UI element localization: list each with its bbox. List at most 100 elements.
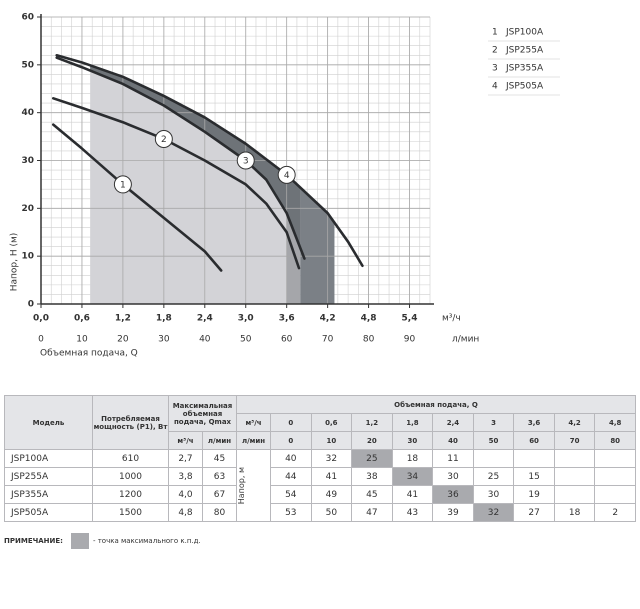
header-cell: м³/ч	[236, 413, 272, 432]
table-row: JSP355A 1200 4,0 67 54 49 45 41 36 30 19	[4, 485, 636, 504]
model-cell: JSP100A	[4, 449, 93, 468]
x-axis-label: Объемная подача, Q	[40, 349, 138, 359]
head-cell: 30	[472, 485, 515, 504]
note: ПРИМЕЧАНИЕ: - точка максимального к.п.д.	[4, 533, 201, 549]
legend-tag: 1	[492, 28, 498, 38]
head-cell: 30	[432, 467, 474, 486]
head-cell: 41	[310, 467, 353, 486]
header-cell: 0	[270, 413, 312, 432]
curve	[51, 123, 223, 272]
head-cell: 32	[310, 449, 353, 468]
x2-tick-label: 30	[158, 335, 170, 345]
y-tick-label: 30	[21, 156, 34, 166]
head-cell: 34	[391, 467, 434, 486]
note-text: - точка максимального к.п.д.	[92, 537, 201, 545]
curve-tag: 1	[120, 180, 126, 190]
head-cell: 49	[310, 485, 353, 504]
qmax-cell: 63	[201, 467, 238, 486]
header-cell: Максимальная объемная подача, Qmax	[167, 395, 238, 432]
x-tick-label: 5,4	[402, 314, 418, 324]
y-tick-label: 40	[21, 108, 34, 118]
x-tick-label: 2,4	[197, 314, 213, 324]
curve	[51, 97, 301, 270]
header-cell: 3,6	[513, 413, 555, 432]
qmax-cell: 4,8	[168, 503, 203, 522]
head-cell	[553, 449, 596, 468]
header-cell: 1,8	[391, 413, 434, 432]
header-cell: 4,8	[594, 413, 636, 432]
head-cell: 18	[391, 449, 434, 468]
note-swatch	[70, 533, 89, 549]
y-tick-label: 50	[21, 60, 34, 70]
header-cell: 2,4	[432, 413, 474, 432]
x-tick-label: 4,8	[361, 314, 377, 324]
x-unit: м³/ч	[442, 314, 461, 324]
qmax-cell: 80	[201, 503, 238, 522]
header-cell: 30	[391, 431, 434, 450]
x2-tick-label: 0	[38, 335, 44, 345]
head-cell: 41	[391, 485, 434, 504]
head-cell	[594, 485, 636, 504]
head-cell: 44	[270, 467, 312, 486]
header-cell: 50	[472, 431, 515, 450]
efficiency-zone	[300, 187, 335, 304]
model-cell: JSP505A	[4, 503, 93, 522]
qmax-cell: 3,8	[168, 467, 203, 486]
header-cell: 40	[432, 431, 474, 450]
power-cell: 1200	[92, 485, 169, 504]
y-axis-label: Напор, H (м)	[10, 233, 20, 292]
header-cell: 0	[270, 431, 312, 450]
head-cell	[594, 449, 636, 468]
header-cell: 4,2	[553, 413, 596, 432]
x-tick-label: 4,2	[320, 314, 336, 324]
curve-tag-circle	[236, 151, 255, 170]
power-cell: 1000	[92, 467, 169, 486]
legend-label: JSP255A	[505, 46, 544, 56]
curve-tag: 3	[243, 157, 249, 167]
x2-tick-label: 90	[404, 335, 416, 345]
x-tick-label: 1,8	[156, 314, 172, 324]
head-cell	[594, 467, 636, 486]
head-cell: 45	[351, 485, 393, 504]
header-cell: 60	[513, 431, 555, 450]
y-tick-label: 60	[21, 13, 34, 23]
power-cell: 1500	[92, 503, 169, 522]
header-cell: Модель	[4, 395, 93, 450]
x-tick-label: 0,6	[74, 314, 90, 324]
header-cell: Объемная подача, Q	[236, 395, 636, 414]
header-cell: 70	[553, 431, 596, 450]
head-cell: 19	[513, 485, 555, 504]
head-label: Напор, м	[237, 466, 247, 505]
head-cell: 47	[351, 503, 393, 522]
legend-label: JSP100A	[505, 28, 544, 38]
x2-unit: л/мин	[452, 335, 479, 345]
y-tick-label: 20	[21, 204, 34, 214]
head-cell: 32	[472, 503, 515, 522]
head-cell: 54	[270, 485, 312, 504]
chart: Напор, H (м) Объемная подача, Q м³/ч л/м…	[10, 13, 560, 359]
x-tick-label: 3,6	[279, 314, 295, 324]
head-cell: 27	[513, 503, 555, 522]
header-cell: 3	[472, 413, 515, 432]
head-cell: 38	[351, 467, 393, 486]
y-tick-label: 0	[28, 300, 34, 310]
qmax-cell: 45	[201, 449, 238, 468]
x-tick-label: 0,0	[33, 314, 49, 324]
x2-tick-label: 40	[199, 335, 211, 345]
header-cell: 0,6	[310, 413, 353, 432]
header-row: м³/ч л/мин л/мин 0 10 20 30 40 50 60 70 80	[5, 431, 636, 450]
x2-tick-label: 10	[76, 335, 88, 345]
header-cell: л/мин	[236, 431, 272, 450]
band	[90, 65, 301, 249]
qmax-cell: 67	[201, 485, 238, 504]
header-cell: 20	[351, 431, 393, 450]
legend-tag: 2	[492, 46, 498, 56]
legend-label: JSP505A	[505, 82, 544, 92]
table: Модель Потребляемая мощность (P1), Вт Макс…	[4, 395, 636, 522]
head-cell: 36	[432, 485, 474, 504]
header-cell: Потребляемая мощность (P1), Вт	[92, 395, 169, 450]
head-cell: 25	[351, 449, 393, 468]
legend-tag: 3	[492, 64, 498, 74]
head-cell: 15	[513, 467, 555, 486]
